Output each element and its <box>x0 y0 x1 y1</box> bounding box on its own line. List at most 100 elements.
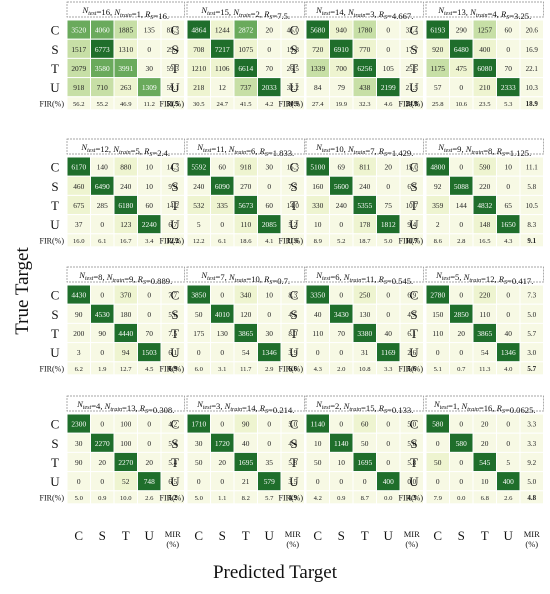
matrix-cell-value: 370 <box>120 291 131 300</box>
matrix-cell-value: 710 <box>97 83 108 92</box>
matrix-cell-value: 5600 <box>334 182 349 191</box>
matrix-cell-value: 240 <box>193 182 204 191</box>
matrix-cell-value: 700 <box>336 64 347 73</box>
mir-value: 14.2 <box>167 202 180 210</box>
fir-value: 12.2 <box>193 238 205 245</box>
fir-value: 11.2 <box>144 101 155 108</box>
row-label: C <box>51 288 60 303</box>
row-label: T <box>290 198 298 213</box>
matrix-cell-value: 3 <box>77 348 81 357</box>
matrix-cell-value: 1140 <box>310 420 325 429</box>
mir-column-label-unit: (%) <box>525 539 538 549</box>
matrix-cell-value: 0 <box>339 220 343 229</box>
column-label: U <box>145 528 155 543</box>
matrix-cell-value: 240 <box>359 182 370 191</box>
matrix-cell-value: 720 <box>312 45 323 54</box>
row-label: S <box>410 179 417 194</box>
fir-value: 8.6 <box>434 238 443 245</box>
matrix-cell-value: 400 <box>479 45 490 54</box>
matrix-cell-value: 30 <box>75 439 83 448</box>
mir-value: 6.5 <box>168 478 177 486</box>
matrix-cell-value: 100 <box>120 420 131 429</box>
row-label: T <box>171 455 179 470</box>
matrix-cell-value: 359 <box>432 201 443 210</box>
matrix-cell-value: 1710 <box>191 420 206 429</box>
matrix-cell-value: 52 <box>122 477 130 486</box>
matrix-cell-value: 920 <box>432 45 443 54</box>
overall-rate-cell <box>519 233 544 248</box>
row-label: S <box>171 307 178 322</box>
mir-value: 21.5 <box>406 84 419 92</box>
row-label: T <box>410 326 418 341</box>
matrix-cell-value: 84 <box>314 83 322 92</box>
matrix-cell-value: 135 <box>144 26 155 35</box>
mir-value: 5.0 <box>527 478 536 486</box>
mir-value: 3.0 <box>527 349 536 357</box>
matrix-cell-value: 30 <box>195 439 203 448</box>
matrix-cell-value: 675 <box>73 201 84 210</box>
column-label: C <box>194 528 203 543</box>
panel-title-box <box>305 138 424 155</box>
matrix-cell-value: 880 <box>120 163 131 172</box>
panel-title-box <box>425 1 544 18</box>
matrix-cell-value: 130 <box>359 310 370 319</box>
matrix-cell-value: 0 <box>506 310 510 319</box>
fir-value: 2.6 <box>145 495 154 502</box>
fir-row-label: FIR(%) <box>40 236 65 245</box>
mir-value: 9.4 <box>407 221 416 229</box>
overall-rate-value: 30.9 <box>287 100 300 108</box>
matrix-cell-value: 1780 <box>357 26 372 35</box>
matrix-cell-value: 20 <box>266 26 274 35</box>
matrix-cell-value: 110 <box>432 329 443 338</box>
panel-title-box <box>186 1 305 18</box>
fir-value: 5.7 <box>265 495 274 502</box>
matrix-cell-value: 400 <box>383 477 394 486</box>
mir-value: 59.3 <box>167 65 180 73</box>
mir-value: 46.0 <box>287 27 300 35</box>
matrix-cell-value: 90 <box>242 420 250 429</box>
fir-row-label: FIR(%) <box>40 364 65 373</box>
fir-value: 2.0 <box>337 366 346 373</box>
fir-row-label: FIR(%) <box>40 493 65 502</box>
matrix-cell-value: 37 <box>75 220 83 229</box>
fir-value: 4.3 <box>504 238 513 245</box>
matrix-cell-value: 3520 <box>71 26 86 35</box>
matrix-cell-value: 580 <box>456 439 467 448</box>
column-label: S <box>99 528 106 543</box>
row-label: T <box>51 326 59 341</box>
matrix-cell-value: 3430 <box>334 310 349 319</box>
mir-value: 5.8 <box>288 459 297 467</box>
fir-value: 18.7 <box>359 238 371 245</box>
fir-value: 24.7 <box>216 101 228 108</box>
panel-title: Ntest=11, Ntrain=6, RS=1.833. <box>196 142 294 158</box>
matrix-cell-value: 40 <box>314 310 322 319</box>
matrix-cell-value: 60 <box>505 26 513 35</box>
matrix-cell-value: 1169 <box>381 348 396 357</box>
fir-value: 1.9 <box>98 366 107 373</box>
matrix-cell-value: 90 <box>99 329 107 338</box>
matrix-cell-value: 5088 <box>454 182 469 191</box>
mir-value: 5.2 <box>288 221 297 229</box>
mir-value: 8.3 <box>527 221 536 229</box>
mir-value: 8.0 <box>288 330 297 338</box>
matrix-cell-value: 0 <box>459 348 463 357</box>
row-label: S <box>290 42 297 57</box>
fir-value: 3.4 <box>145 238 154 245</box>
mir-value: 17.7 <box>406 46 419 54</box>
fir-value: 8.9 <box>314 238 323 245</box>
mir-value: 9.9 <box>168 183 177 191</box>
mir-column-label: MIR <box>165 529 181 539</box>
row-label: S <box>410 436 417 451</box>
panel-title: Ntest=3, Ntrain=14, RS=0.214. <box>196 399 294 415</box>
matrix-cell-value: 60 <box>219 163 227 172</box>
column-label: U <box>504 528 514 543</box>
matrix-cell-value: 12 <box>219 83 227 92</box>
row-label: C <box>290 417 299 432</box>
row-label: S <box>51 307 58 322</box>
matrix-cell-value: 0 <box>316 477 320 486</box>
matrix-cell-value: 54 <box>242 348 250 357</box>
mir-value: 6.7 <box>168 221 177 229</box>
panel-title: Ntest=2, Ntrain=15, RS=0.133. <box>315 399 413 415</box>
overall-rate-value: 11.6 <box>287 237 299 245</box>
fir-value: 11.7 <box>240 366 252 373</box>
